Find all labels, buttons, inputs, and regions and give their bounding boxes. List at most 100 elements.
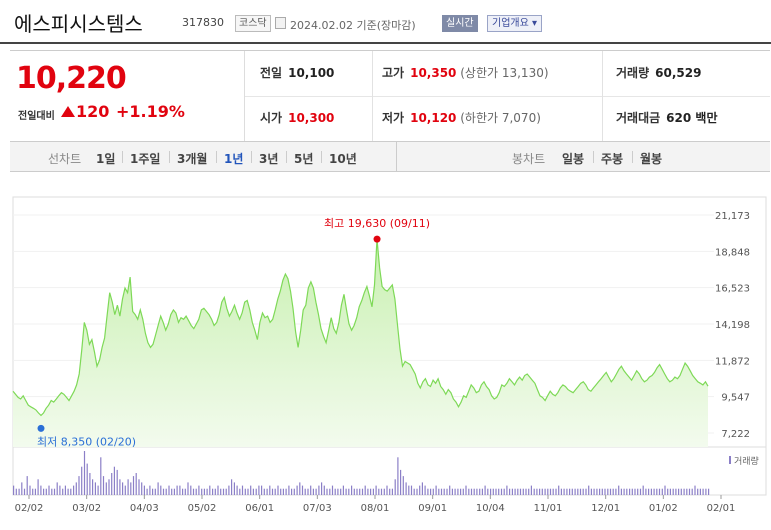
high-label: 고가 bbox=[382, 66, 405, 80]
volume-bar bbox=[539, 488, 541, 495]
tab-weekly[interactable]: 주봉 bbox=[601, 152, 624, 166]
volume-bar bbox=[334, 488, 336, 495]
tab-divider bbox=[593, 151, 594, 163]
volume-bar bbox=[56, 482, 58, 495]
volume-bar bbox=[83, 451, 86, 495]
row-divider bbox=[245, 96, 770, 97]
volume-bar bbox=[18, 488, 20, 495]
volume-bar bbox=[132, 476, 135, 495]
volume-bar bbox=[511, 488, 513, 495]
volume-bar bbox=[571, 488, 573, 495]
volume-bar bbox=[544, 488, 546, 495]
volume-bar bbox=[375, 485, 377, 495]
volume-bar bbox=[599, 488, 601, 495]
volume-bar bbox=[277, 485, 279, 495]
chart-tabs: 선차트 1일 1주일 3개월 1년 3년 5년 10년 봉차트 일봉 주봉 월봉 bbox=[10, 142, 770, 172]
volume-bar bbox=[222, 488, 225, 495]
tab-1w[interactable]: 1주일 bbox=[130, 152, 161, 166]
tab-monthly[interactable]: 월봉 bbox=[640, 152, 663, 166]
tab-3m[interactable]: 3개월 bbox=[177, 152, 208, 166]
upper-limit: (상한가 13,130) bbox=[460, 66, 549, 80]
volume-bar bbox=[280, 488, 282, 495]
volume-bar bbox=[307, 488, 309, 495]
volume-bar bbox=[285, 488, 287, 495]
tab-5y[interactable]: 5년 bbox=[294, 152, 314, 166]
volume-bar bbox=[634, 488, 636, 495]
volume-bar bbox=[130, 482, 132, 495]
volume-value: 60,529 bbox=[655, 66, 702, 80]
volume-bar bbox=[184, 488, 186, 495]
y-tick-label: 11,872 bbox=[715, 356, 750, 367]
volume-bar bbox=[468, 488, 470, 495]
tab-daily[interactable]: 일봉 bbox=[562, 152, 585, 166]
y-tick-label: 18,848 bbox=[715, 247, 750, 258]
volume-bar bbox=[405, 482, 407, 495]
volume-bar bbox=[15, 488, 17, 495]
company-overview-dropdown[interactable]: 기업개요 ▾ bbox=[487, 15, 542, 32]
amount-value: 620 백만 bbox=[666, 111, 718, 125]
volume-bar bbox=[263, 488, 265, 495]
high-cell: 고가 10,350 (상한가 13,130) bbox=[382, 64, 549, 81]
volume-bar bbox=[449, 485, 451, 495]
tab-divider bbox=[251, 151, 252, 163]
volume-bar bbox=[89, 473, 91, 495]
open-value: 10,300 bbox=[288, 111, 335, 125]
volume-bar bbox=[364, 485, 366, 495]
volume-bar bbox=[26, 476, 28, 495]
volume-bar bbox=[146, 488, 148, 495]
volume-bar bbox=[310, 485, 312, 495]
price-chart[interactable]: 21,173 18,848 16,523 14,198 11,872 9,547 7,222… bbox=[0, 175, 771, 530]
tab-3y[interactable]: 3년 bbox=[259, 152, 279, 166]
volume-bar bbox=[577, 488, 579, 495]
volume-bar bbox=[43, 488, 45, 495]
tab-10y[interactable]: 10년 bbox=[329, 152, 357, 166]
tab-group-divider bbox=[396, 142, 397, 172]
volume-frame bbox=[12, 446, 767, 496]
volume-bar bbox=[498, 488, 500, 495]
volume-bar bbox=[440, 488, 443, 495]
volume-bar bbox=[367, 488, 369, 495]
x-tick-label: 03/02 bbox=[72, 503, 101, 514]
volume-bar bbox=[236, 485, 238, 495]
tab-1y[interactable]: 1년 bbox=[224, 152, 244, 166]
volume-bar bbox=[530, 485, 532, 495]
volume-bar bbox=[228, 485, 230, 495]
volume-bar bbox=[699, 488, 701, 495]
volume-bar bbox=[13, 485, 15, 495]
volume-bar bbox=[391, 488, 393, 495]
volume-bar bbox=[702, 488, 704, 495]
volume-bar bbox=[421, 482, 423, 495]
volume-bar bbox=[111, 473, 113, 495]
volume-bar bbox=[658, 488, 661, 495]
tab-1d[interactable]: 1일 bbox=[96, 152, 116, 166]
volume-bar bbox=[386, 485, 388, 495]
volume-bar bbox=[585, 488, 587, 495]
volume-bar bbox=[67, 488, 69, 495]
tab-divider bbox=[321, 151, 322, 163]
volume-bar bbox=[506, 485, 508, 495]
volume-bar bbox=[400, 469, 402, 495]
line-chart-label: 선차트 bbox=[48, 152, 82, 166]
volume-bar bbox=[165, 488, 167, 495]
realtime-button[interactable]: 실시간 bbox=[442, 15, 478, 32]
volume-bar bbox=[623, 488, 625, 495]
volume-bar bbox=[29, 485, 31, 495]
volume-bar bbox=[340, 488, 342, 495]
prev-close-cell: 전일 10,100 bbox=[260, 64, 334, 81]
volume-bar bbox=[410, 485, 413, 495]
volume-bar bbox=[639, 488, 642, 495]
volume-bar bbox=[495, 488, 497, 495]
volume-bar bbox=[291, 488, 293, 495]
volume-bar bbox=[626, 488, 628, 495]
change-value: 120 bbox=[76, 102, 110, 121]
up-triangle-icon bbox=[61, 106, 75, 117]
volume-bar bbox=[331, 485, 334, 495]
volume-bar bbox=[446, 488, 448, 495]
volume-bar bbox=[258, 485, 260, 495]
volume-bar bbox=[481, 488, 483, 495]
volume-bar bbox=[337, 488, 339, 495]
stock-name: 에스피시스템스 bbox=[14, 12, 143, 36]
volume-bar bbox=[454, 488, 456, 495]
volume-bar bbox=[590, 488, 592, 495]
volume-bar bbox=[536, 488, 538, 495]
